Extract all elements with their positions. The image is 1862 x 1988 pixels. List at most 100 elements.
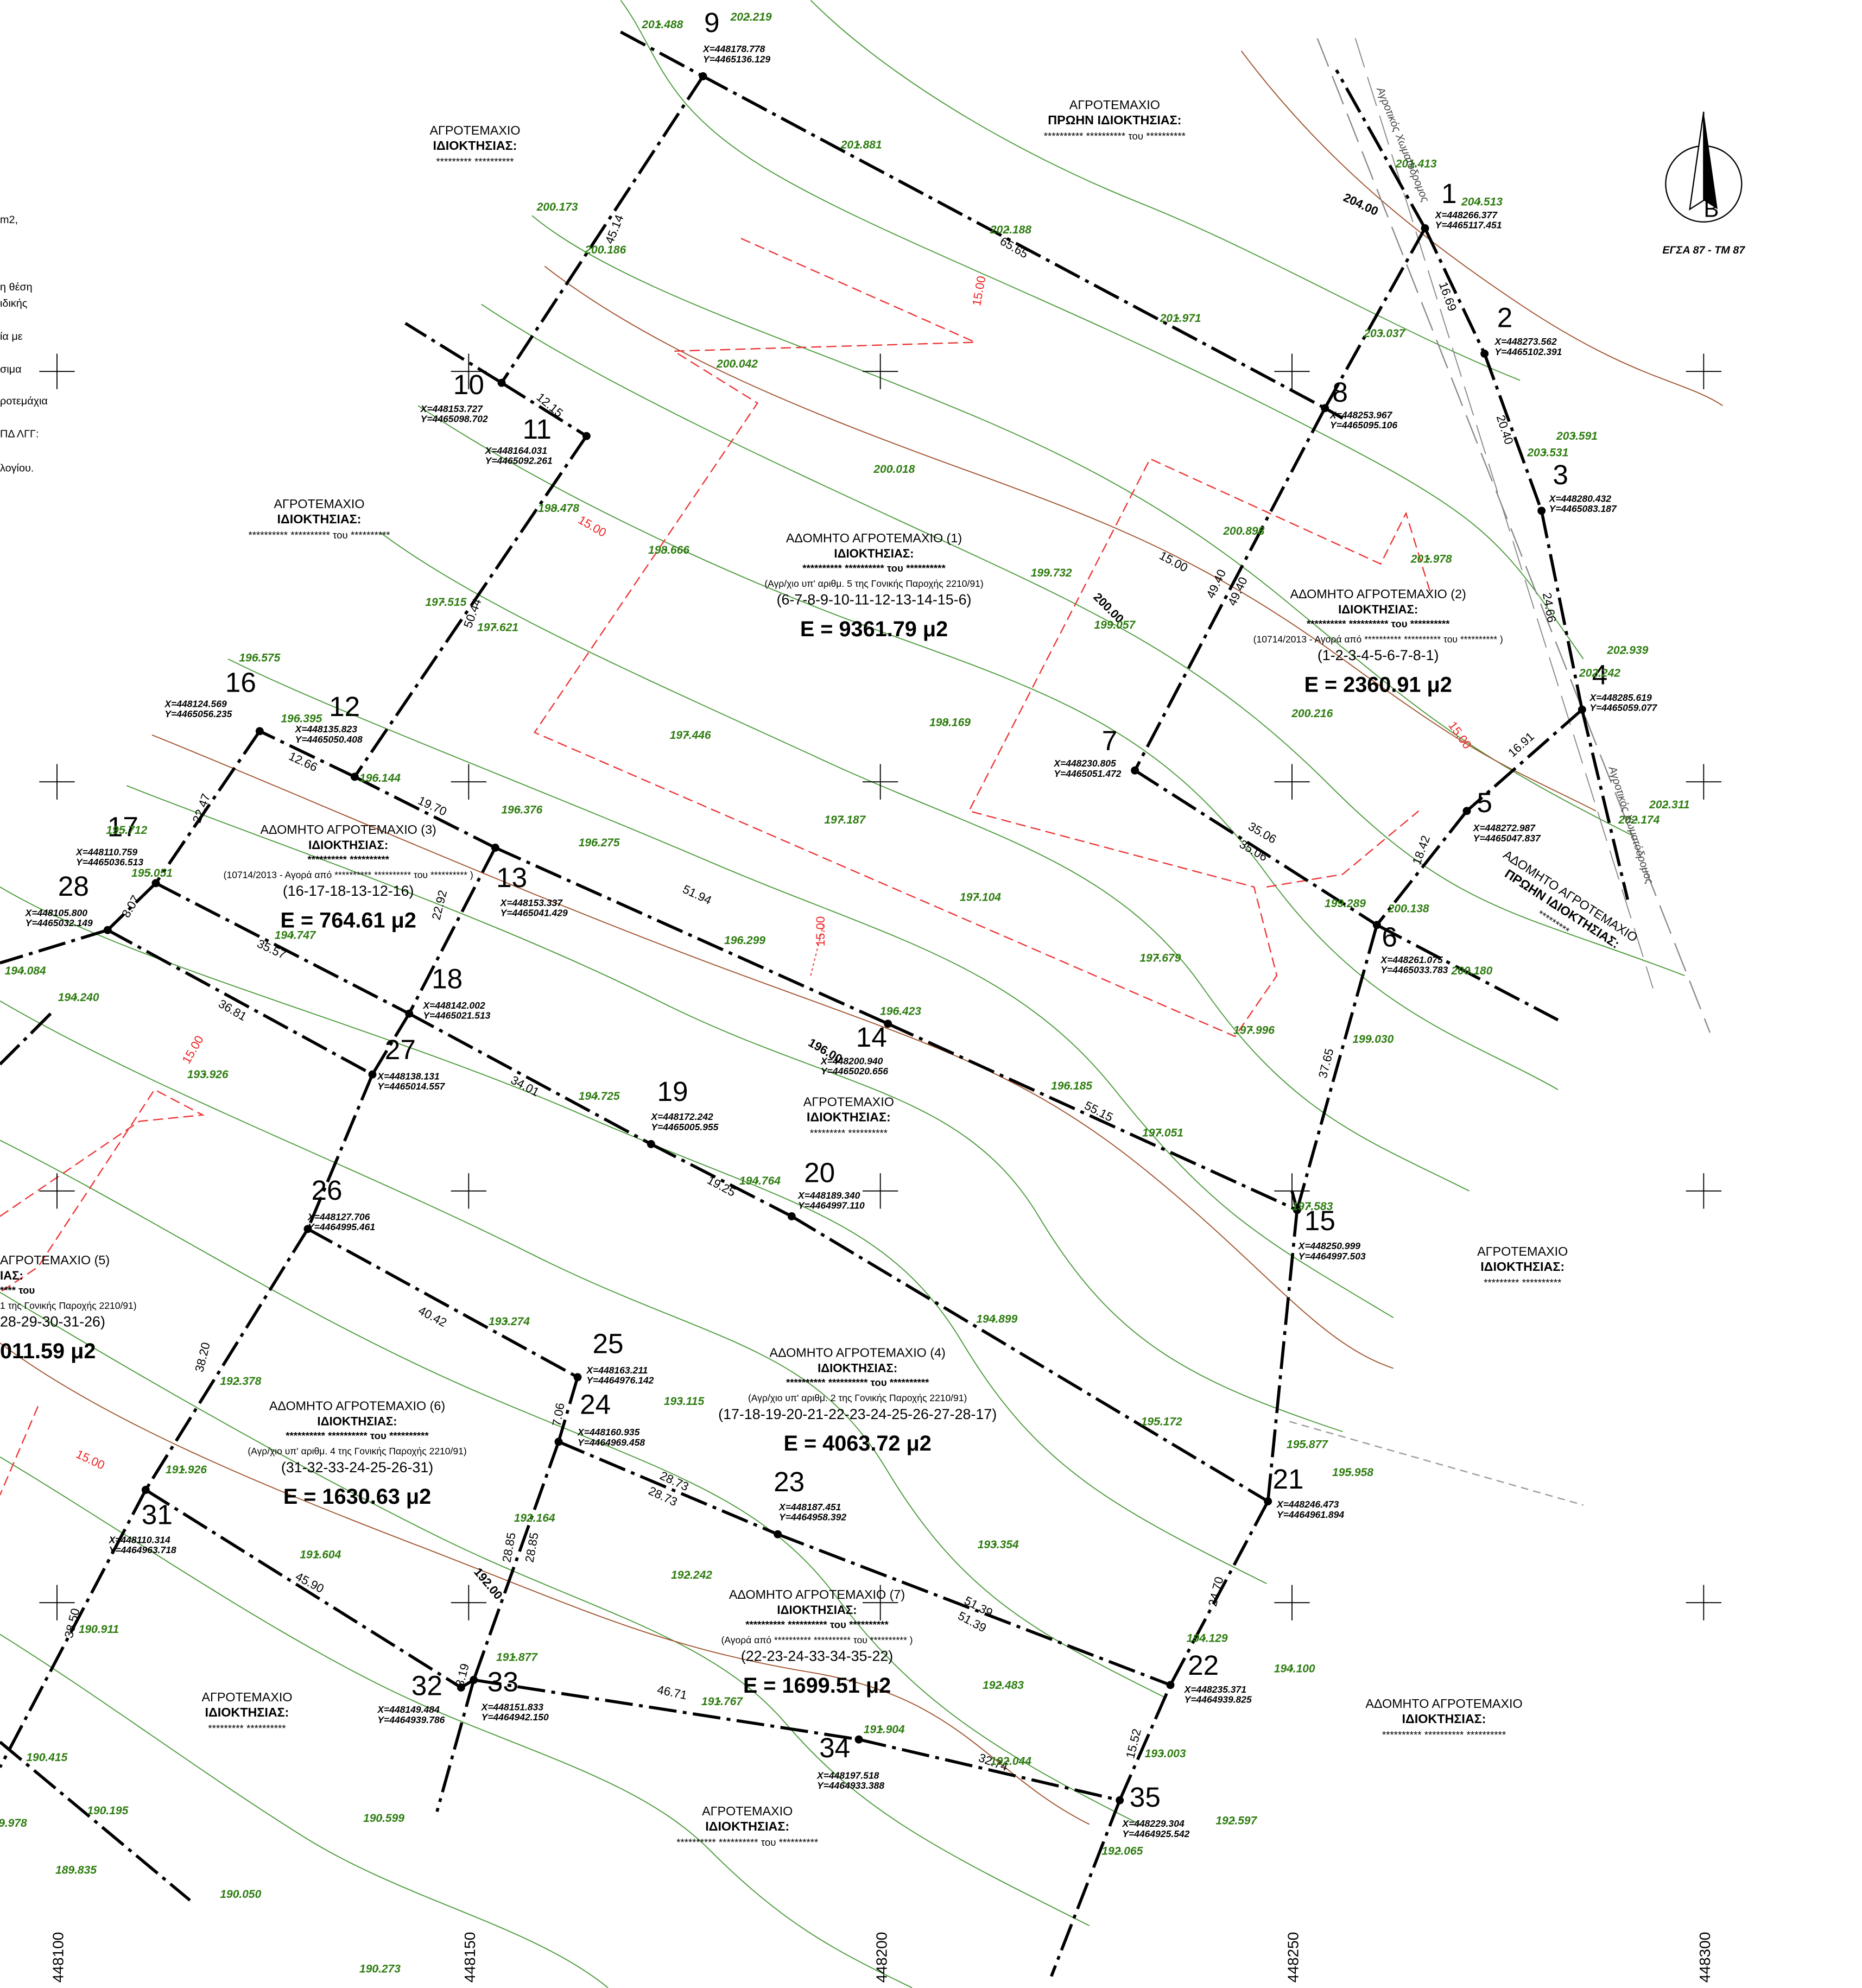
spot-height-label: 195.958 <box>1332 1466 1373 1479</box>
point-marker <box>1166 1681 1175 1689</box>
point-marker <box>774 1530 782 1539</box>
neighbor-label: ΙΔΙΟΚΤΗΣΙΑΣ: <box>705 1819 789 1833</box>
spot-height-label: 194.240 <box>58 991 99 1004</box>
point-marker <box>787 1212 796 1220</box>
boundary-line <box>1050 1800 1122 1977</box>
point-number: 22 <box>1188 1650 1219 1681</box>
neighbor-label: ΙΔΙΟΚΤΗΣΙΑΣ: <box>807 1110 891 1124</box>
boundary-line <box>1466 708 1584 812</box>
point-x: X=448280.432 <box>1549 493 1612 504</box>
point-y: Y=4465059.077 <box>1589 702 1657 713</box>
point-number: 6 <box>1382 922 1397 953</box>
point-marker <box>582 432 591 440</box>
point-marker <box>405 1009 414 1018</box>
point-x: X=448272.987 <box>1473 822 1536 833</box>
contour <box>0 1634 609 1988</box>
spot-height-label: 190.050 <box>220 1888 261 1901</box>
contour <box>417 405 1559 1090</box>
spot-height <box>2 1822 5 1825</box>
boundary-line <box>259 730 356 778</box>
point-marker <box>1131 766 1139 775</box>
point-marker <box>854 1735 863 1744</box>
boundary-line <box>1423 227 1486 354</box>
point-y: Y=4465041.429 <box>501 908 568 919</box>
spot-height <box>1635 819 1638 821</box>
spot-height <box>993 1318 996 1320</box>
contour <box>0 1291 1090 1927</box>
spot-height <box>977 896 979 898</box>
point-x: X=448172.242 <box>650 1111 713 1122</box>
spot-height-label: 198.666 <box>648 544 689 556</box>
point-marker <box>491 844 499 852</box>
point-marker <box>647 1140 655 1148</box>
boundary-line <box>650 1143 793 1218</box>
point-y: Y=4464997.503 <box>1299 1251 1366 1262</box>
building-envelopes <box>0 238 1432 1496</box>
boundary-line <box>0 1489 147 1768</box>
parcel-note: (Αγορά από ********** ********** του ***… <box>721 1635 913 1645</box>
boundary-line <box>408 847 497 1015</box>
point-y: Y=4465117.451 <box>1435 220 1502 231</box>
spot-height-label: 197.187 <box>824 814 866 826</box>
spot-height <box>1047 572 1050 574</box>
spot-height-label: 193.274 <box>489 1315 530 1328</box>
spot-height <box>946 721 949 724</box>
neighbor-label: ********** ********** του ********** <box>676 1837 818 1848</box>
point-number: 7 <box>1102 725 1118 756</box>
neighbor-label: ********** ********** του ********** <box>248 529 390 541</box>
index-contour <box>544 265 1597 812</box>
spot-height-label: 199.030 <box>1352 1033 1394 1046</box>
spot-height-label: 195.051 <box>131 867 173 879</box>
envelope <box>0 1088 205 1293</box>
contour <box>481 303 1685 977</box>
point-number: 13 <box>496 862 527 893</box>
point-marker <box>1293 1206 1301 1214</box>
point-y: Y=4465095.106 <box>1330 420 1397 430</box>
point-y: Y=4465032.149 <box>26 917 93 928</box>
point-x: X=448230.805 <box>1053 758 1116 769</box>
parcel-boundary: (1-2-3-4-5-6-7-8-1) <box>1318 647 1439 663</box>
spot-height-label: 202.188 <box>990 224 1031 236</box>
spot-height-label: 201.413 <box>1395 158 1437 170</box>
contour <box>0 1001 1166 1699</box>
point-x: X=448142.002 <box>422 1000 485 1011</box>
spot-height <box>1624 649 1626 651</box>
point-marker <box>1578 705 1586 714</box>
boundary-line <box>1133 407 1327 771</box>
spot-height <box>1118 1850 1121 1852</box>
point-number: 8 <box>1332 377 1348 408</box>
spot-height <box>686 733 689 736</box>
road-edge <box>1354 38 1654 989</box>
point-y: Y=4464958.392 <box>779 1512 846 1523</box>
boundary-line <box>155 882 410 1015</box>
point-marker <box>350 773 359 781</box>
spot-height-label: 196.376 <box>501 804 542 816</box>
parcel-name: ********** ********** του ********** <box>802 562 946 574</box>
spot-height <box>316 1553 319 1556</box>
spot-height-label: 196.395 <box>281 713 322 725</box>
boundary-line <box>154 730 261 884</box>
spot-height <box>21 969 24 972</box>
spot-height <box>1007 228 1010 231</box>
spot-height-label: 194.129 <box>1187 1632 1228 1645</box>
spot-height <box>880 1728 883 1731</box>
spot-height-label: 190.273 <box>359 1962 401 1975</box>
point-x: X=448273.562 <box>1494 336 1557 347</box>
boundary-line <box>0 928 109 965</box>
point-x: X=448163.211 <box>586 1365 648 1376</box>
contour <box>0 887 1267 1585</box>
spot-height <box>237 1892 239 1895</box>
parcel-boundary: (22-23-24-33-34-35-22) <box>741 1648 893 1664</box>
spot-height <box>658 23 661 26</box>
point-x: X=448124.569 <box>164 699 227 710</box>
neighbor-label: ΙΔΙΟΚΤΗΣΙΑΣ: <box>433 138 517 153</box>
boundary-line <box>1376 923 1559 1022</box>
point-number: 24 <box>580 1389 611 1420</box>
point-marker <box>103 926 112 934</box>
spot-height-label: 203.037 <box>1363 327 1405 340</box>
parcel-boundary: (31-32-33-24-25-26-31) <box>281 1459 433 1476</box>
spot-height-label: 200.186 <box>584 244 626 256</box>
grid-label: 448200 <box>873 1932 890 1983</box>
